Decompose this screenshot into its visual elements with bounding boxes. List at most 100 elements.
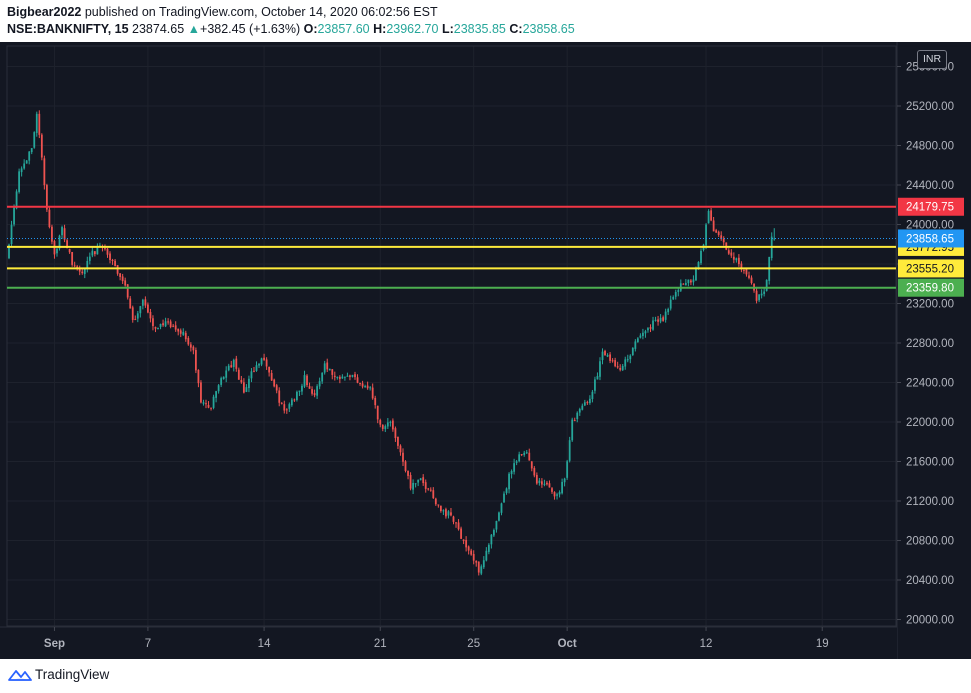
candle-body <box>119 273 122 277</box>
candle-body <box>763 291 766 294</box>
candle-body <box>644 331 647 334</box>
candle-body <box>614 360 617 367</box>
candle-body <box>407 470 409 476</box>
candle-body <box>109 253 111 260</box>
candle-body <box>712 220 715 232</box>
candle-body <box>434 498 437 505</box>
price-label-box <box>898 259 964 278</box>
candle-body <box>197 369 200 384</box>
candle-body <box>121 276 124 282</box>
price-tick-label: 24400.00 <box>906 180 954 192</box>
high-value: 23962.70 <box>386 22 439 36</box>
price-tick-label: 21600.00 <box>906 457 954 469</box>
candle-body <box>649 327 652 329</box>
candle-body <box>737 257 740 265</box>
candle-body <box>212 396 215 408</box>
chart-header: Bigbear2022 published on TradingView.com… <box>0 0 971 42</box>
candle-body <box>172 325 175 327</box>
candle-body <box>563 478 566 483</box>
time-axis-bg <box>0 627 897 659</box>
price-label-box <box>898 229 964 248</box>
candle-body <box>205 403 207 405</box>
close-label: C: <box>509 22 523 36</box>
candle-body <box>419 478 422 481</box>
candle-body <box>576 412 579 420</box>
candle-body <box>242 382 245 393</box>
time-tick-label: 7 <box>145 638 151 650</box>
candle-body <box>83 267 86 275</box>
chart-footer: TradingView <box>0 659 971 693</box>
candle-body <box>621 365 624 371</box>
chart-area[interactable]: 25600.0025200.0024800.0024400.0024000.00… <box>0 42 971 659</box>
candle-body <box>333 375 336 378</box>
candle-body <box>538 480 541 483</box>
candle-body <box>381 424 384 429</box>
candle-body <box>707 211 710 224</box>
candle-body <box>126 284 129 298</box>
price-tick-label: 22800.00 <box>906 338 954 350</box>
price-axis[interactable]: 25600.0025200.0024800.0024400.0024000.00… <box>896 42 971 659</box>
currency-badge[interactable]: INR <box>917 50 947 69</box>
candle-body <box>376 405 379 420</box>
candle-body <box>371 387 374 399</box>
level-lines <box>7 205 896 289</box>
candle-body <box>606 355 609 357</box>
candle-body <box>642 332 644 337</box>
candle-body <box>311 389 313 394</box>
candle-body <box>588 398 591 404</box>
candle-body <box>338 376 341 379</box>
candle-body <box>664 311 667 320</box>
tradingview-logo-icon[interactable] <box>8 667 32 683</box>
candle-body <box>323 363 326 373</box>
candle-body <box>331 369 334 375</box>
candle-body <box>455 522 457 524</box>
candle-body <box>124 280 127 286</box>
candlestick-chart[interactable]: 25600.0025200.0024800.0024400.0024000.00… <box>0 42 971 659</box>
candle-body <box>495 520 498 530</box>
candle-body <box>157 328 159 330</box>
candle-body <box>28 151 31 161</box>
candle-body <box>207 404 210 408</box>
candle-body <box>15 191 18 209</box>
candle-body <box>460 528 462 539</box>
candle-body <box>374 397 377 406</box>
candle-body <box>394 428 397 439</box>
candle-body <box>432 490 435 499</box>
candle-body <box>303 375 306 387</box>
candle-body <box>139 306 142 314</box>
candle-body <box>634 341 637 349</box>
candle-body <box>328 368 331 371</box>
author-name[interactable]: Bigbear2022 <box>7 5 82 19</box>
candle-body <box>732 256 735 260</box>
price-tick-label: 21200.00 <box>906 496 954 508</box>
candle-body <box>722 238 725 243</box>
chart-background <box>0 42 971 659</box>
candle-body <box>654 319 657 321</box>
candle-body <box>624 359 627 367</box>
candle-body <box>187 338 190 345</box>
low-value: 23835.85 <box>453 22 506 36</box>
candle-body <box>697 261 700 269</box>
candle-body <box>106 248 109 255</box>
candle-body <box>409 475 412 489</box>
candle-body <box>669 299 672 309</box>
close-value: 23858.65 <box>522 22 575 36</box>
candle-body <box>402 452 404 462</box>
candle-body <box>179 330 182 334</box>
tradingview-brand[interactable]: TradingView <box>35 667 110 682</box>
candle-body <box>202 402 205 404</box>
candle-body <box>445 509 447 517</box>
candle-body <box>386 422 389 427</box>
candle-body <box>336 376 339 378</box>
candle-body <box>705 224 707 246</box>
candle-body <box>361 383 364 387</box>
candle-body <box>318 381 321 387</box>
candle-body <box>717 231 720 235</box>
candle-body <box>56 248 58 254</box>
price-tick-label: 25200.00 <box>906 101 954 113</box>
symbol-label[interactable]: NSE:BANKNIFTY, 15 <box>7 22 129 36</box>
candle-body <box>482 560 485 568</box>
time-tick-label: 25 <box>467 638 480 650</box>
candle-body <box>508 473 510 490</box>
time-axis[interactable]: Sep 7 14 21 25 Oct 12 19 <box>0 626 897 659</box>
